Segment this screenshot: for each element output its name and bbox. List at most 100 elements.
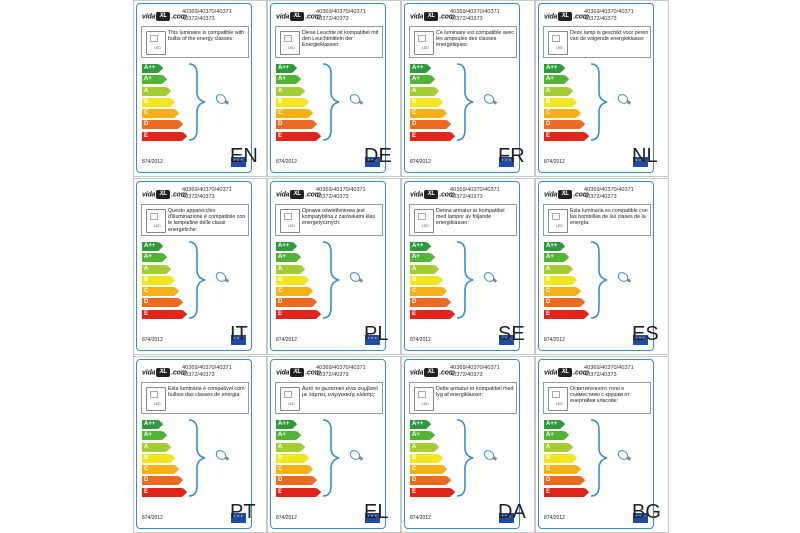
energy-class-scale: A++ A+ A B C D E (276, 64, 336, 143)
label-frame: vida XL .com 40369/40370/40371 40372/40373 LE… (270, 359, 386, 529)
energy-class-a: A (142, 86, 171, 96)
energy-class-aplus: A+ (142, 253, 167, 263)
energy-class-e: E (544, 309, 589, 319)
eu-flag-icon (499, 335, 514, 345)
class-arrow-tip (438, 97, 443, 107)
class-arrow-tip (438, 453, 443, 463)
energy-class-aplus: A+ (410, 253, 435, 263)
codes-line-2: 40372/40373 (182, 15, 215, 22)
brand-tld: .com (171, 191, 187, 199)
regulation-number: 874/2012 (410, 515, 431, 521)
brand-tld: .com (439, 13, 455, 21)
compat-text: Ce luminaire est compatible avec les amp… (436, 30, 515, 49)
brand-tld: .com (171, 369, 187, 377)
energy-label: vida XL .com 40369/40370/40371 40372/40373 LE… (535, 0, 667, 176)
energy-class-aplusplus: A++ (544, 420, 565, 429)
lamp-label: LED (154, 46, 161, 50)
energy-label: vida XL .com 40369/40370/40371 40372/40373 LE… (133, 356, 265, 532)
info-box: LED Oprawa oświetleniowa jest kompatybiln… (275, 204, 383, 236)
class-arrow-tip (308, 109, 313, 119)
brace-bulb-icon (456, 63, 498, 141)
codes-line-2: 40372/40373 (450, 371, 483, 378)
class-arrow-tip (426, 242, 431, 251)
class-arrow-tip (564, 253, 569, 263)
eu-flag-icon (365, 513, 380, 523)
product-codes: 40369/40370/40371 40372/40373 (584, 9, 634, 22)
energy-class-aplus: A+ (544, 431, 569, 441)
compat-text: Dette armatur er kompatibel med lyg af e… (436, 386, 514, 399)
energy-class-c: C (544, 287, 581, 297)
info-box: LED Осветителното тяло е съвместимо с кру… (543, 382, 651, 414)
brand-name: vida (142, 191, 156, 199)
brand-name: vida (410, 13, 424, 21)
compat-text: Αυτό το φωτιστικό είναι συμβατό με λάμπε… (302, 386, 378, 399)
class-arrow-tip (158, 242, 163, 251)
class-arrow-tip (174, 465, 179, 475)
info-box: LED Deze lamp is geschikt voor peren van … (543, 26, 651, 58)
class-arrow-tip (296, 253, 301, 263)
energy-class-scale: A++ A+ A B C D E (410, 242, 470, 321)
eu-flag-icon (231, 335, 246, 345)
energy-class-b: B (276, 453, 309, 463)
energy-label: vida XL .com 40369/40370/40371 40372/40373 LE… (535, 356, 667, 532)
codes-line-1: 40369/40370/40371 (182, 365, 232, 371)
energy-class-aplus: A+ (276, 75, 301, 85)
product-codes: 40369/40370/40371 40372/40373 (450, 365, 500, 378)
class-arrow-tip (174, 287, 179, 297)
class-arrow-tip (304, 97, 309, 107)
codes-line-2: 40372/40373 (182, 193, 215, 200)
codes-line-1: 40369/40370/40371 (316, 9, 366, 15)
brand-logo: vida XL .com (142, 12, 187, 21)
energy-class-b: B (142, 453, 175, 463)
class-arrow-tip (166, 86, 171, 96)
energy-class-a: A (544, 442, 573, 452)
codes-line-2: 40372/40373 (584, 15, 617, 22)
energy-class-e: E (276, 131, 321, 141)
energy-class-aplusplus: A++ (544, 64, 565, 73)
regulation-number: 874/2012 (276, 337, 297, 343)
brand-tld: .com (171, 13, 187, 21)
regulation-number: 874/2012 (276, 159, 297, 165)
energy-class-d: D (544, 120, 585, 130)
class-arrow-tip (434, 264, 439, 274)
class-arrow-tip (572, 97, 577, 107)
brace-bulb-icon (322, 63, 364, 141)
class-arrow-tip (560, 420, 565, 429)
class-arrow-tip (568, 264, 573, 274)
class-arrow-tip (576, 287, 581, 297)
lamp-label: LED (556, 224, 563, 228)
class-arrow-tip (560, 64, 565, 73)
class-arrow-tip (568, 86, 573, 96)
energy-class-c: C (410, 287, 447, 297)
compat-text: Questo apparecchio d'illuminazione è com… (168, 208, 246, 233)
brand-badge: XL (156, 190, 171, 199)
brand-name: vida (276, 369, 290, 377)
energy-class-scale: A++ A+ A B C D E (276, 420, 336, 499)
compat-text: Denna armatur är kompatibel med lampor a… (436, 208, 505, 227)
energy-class-scale: A++ A+ A B C D E (544, 64, 604, 143)
class-arrow-tip (308, 465, 313, 475)
energy-class-c: C (142, 287, 179, 297)
language-code: BG (632, 501, 661, 523)
codes-line-1: 40369/40370/40371 (316, 187, 366, 193)
class-arrow-tip (426, 64, 431, 73)
class-arrow-tip (576, 109, 581, 119)
lamp-label: LED (154, 224, 161, 228)
brand-name: vida (142, 369, 156, 377)
energy-class-aplusplus: A++ (142, 420, 163, 429)
energy-class-d: D (142, 298, 183, 308)
class-arrow-tip (170, 453, 175, 463)
codes-line-2: 40372/40373 (316, 15, 349, 22)
energy-class-d: D (544, 476, 585, 486)
class-arrow-tip (430, 75, 435, 85)
energy-label: vida XL .com 40369/40370/40371 40372/40373 LE… (535, 178, 667, 354)
energy-class-e: E (142, 131, 187, 141)
energy-class-d: D (276, 298, 317, 308)
brand-logo: vida XL .com (142, 190, 187, 199)
class-arrow-tip (572, 275, 577, 285)
energy-class-e: E (142, 487, 187, 497)
eu-flag-icon (633, 335, 648, 345)
energy-class-c: C (276, 287, 313, 297)
label-frame: vida XL .com 40369/40370/40371 40372/40373 LE… (270, 181, 386, 351)
energy-class-a: A (410, 264, 439, 274)
